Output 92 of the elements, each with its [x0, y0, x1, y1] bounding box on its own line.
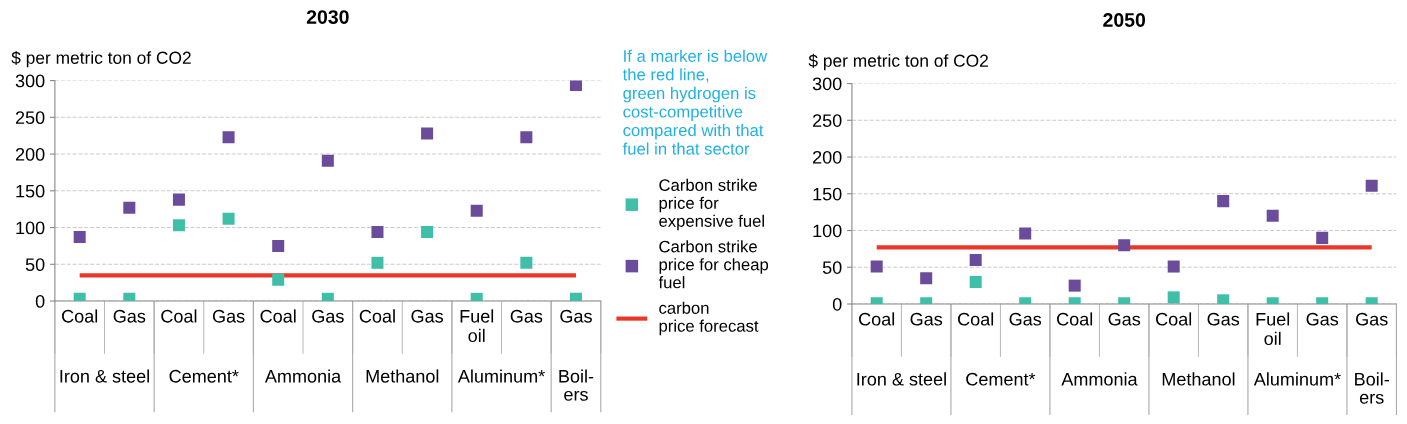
point	[123, 292, 136, 302]
x-tick-label: Gas	[510, 309, 543, 323]
text: Methanol	[1162, 372, 1235, 386]
point	[470, 204, 483, 217]
legend-label: Carbon strike price for cheap fuel	[658, 240, 769, 289]
point	[520, 256, 533, 269]
point	[569, 292, 582, 302]
x-tick-label: Gas	[113, 309, 146, 323]
point	[272, 239, 285, 252]
x-tick-label: Coal	[859, 312, 895, 326]
y-tick-label: 250	[813, 114, 842, 127]
point	[371, 256, 384, 269]
text: If a marker is below the red line, green hydrogen is cost-competitive compared with that fuel in that sector	[622, 49, 768, 155]
y-tick-label: 300	[812, 77, 842, 91]
text: Iron & steel	[60, 369, 149, 383]
y-tick-label: 50	[822, 261, 842, 274]
x-tick-label: Coal	[1156, 312, 1192, 326]
y-tick-label: 0	[35, 294, 45, 308]
point	[1118, 239, 1131, 252]
point	[421, 127, 434, 140]
x-tick-label: Gas	[411, 309, 443, 323]
point	[569, 80, 582, 91]
point	[123, 201, 136, 214]
point	[222, 131, 235, 144]
x-tick-label: Coal	[62, 309, 98, 323]
point	[1167, 291, 1180, 304]
y-tick-label: 150	[16, 184, 45, 198]
text: Methanol	[366, 369, 439, 383]
x-tick-label: Gas	[1207, 312, 1240, 326]
y-tick-label: 100	[16, 221, 45, 235]
point	[1019, 227, 1032, 240]
x-tick-label: Coal	[260, 309, 296, 323]
point	[1266, 209, 1279, 222]
x-tick-label: Coal	[359, 309, 395, 323]
text: Cement*	[169, 369, 239, 383]
text: Ammonia	[1061, 372, 1138, 386]
point	[920, 272, 933, 285]
point	[520, 131, 533, 144]
text: Aluminum*	[457, 369, 545, 383]
y-tick-label: 250	[15, 111, 45, 125]
point	[172, 219, 185, 232]
x-tick-label: Gas	[560, 309, 592, 323]
x-tick-label: Gas	[910, 312, 943, 326]
x-tick-label: Coal	[958, 312, 994, 326]
point	[272, 273, 285, 286]
text: Ammonia	[264, 369, 342, 383]
chart-title: 2030	[306, 10, 349, 24]
point	[969, 275, 982, 288]
x-tick-label: Fuel oil	[460, 309, 494, 343]
x-tick-label: Fuel oil	[1256, 312, 1290, 346]
y-tick-label: 200	[813, 150, 842, 164]
x-tick-label: Gas	[1108, 312, 1141, 326]
point	[222, 212, 235, 225]
legend-label: Carbon strike price for expensive fuel	[659, 178, 764, 231]
point	[321, 292, 334, 302]
text: Aluminum*	[1253, 372, 1341, 386]
y-tick-label: 50	[25, 258, 45, 272]
point	[1167, 260, 1180, 273]
point	[969, 253, 982, 266]
point	[870, 260, 883, 273]
x-tick-label: Gas	[1009, 312, 1042, 326]
point	[321, 154, 334, 167]
text: Iron & steel	[857, 372, 946, 386]
point	[1068, 279, 1081, 292]
y-tick-label: 150	[813, 187, 842, 201]
y-tick-label: 300	[15, 74, 45, 88]
point	[371, 225, 384, 238]
point	[1365, 179, 1378, 192]
x-tick-label: Coal	[161, 309, 197, 323]
text: Boil- ers	[1355, 372, 1389, 404]
x-tick-label: Gas	[1356, 312, 1388, 326]
point	[172, 193, 185, 206]
point	[1217, 195, 1230, 208]
x-tick-label: Coal	[1057, 312, 1093, 326]
legend-label: carbon price forecast	[659, 301, 759, 336]
x-tick-label: Gas	[1306, 312, 1339, 326]
point	[1316, 231, 1329, 244]
y-axis-title: $ per metric ton of CO2	[11, 50, 191, 68]
x-tick-label: Gas	[212, 309, 245, 323]
y-tick-label: 0	[832, 297, 842, 311]
point	[1217, 294, 1230, 305]
point	[73, 231, 86, 244]
chart-title: 2050	[1103, 13, 1146, 27]
text: Boil- ers	[559, 369, 594, 401]
point	[470, 292, 483, 302]
y-axis-title: $ per metric ton of CO2	[808, 53, 988, 71]
point	[73, 292, 86, 302]
y-tick-label: 200	[15, 147, 45, 161]
y-tick-label: 100	[813, 224, 842, 238]
x-tick-label: Gas	[312, 309, 344, 323]
text: Cement*	[966, 372, 1036, 386]
point	[421, 225, 434, 238]
